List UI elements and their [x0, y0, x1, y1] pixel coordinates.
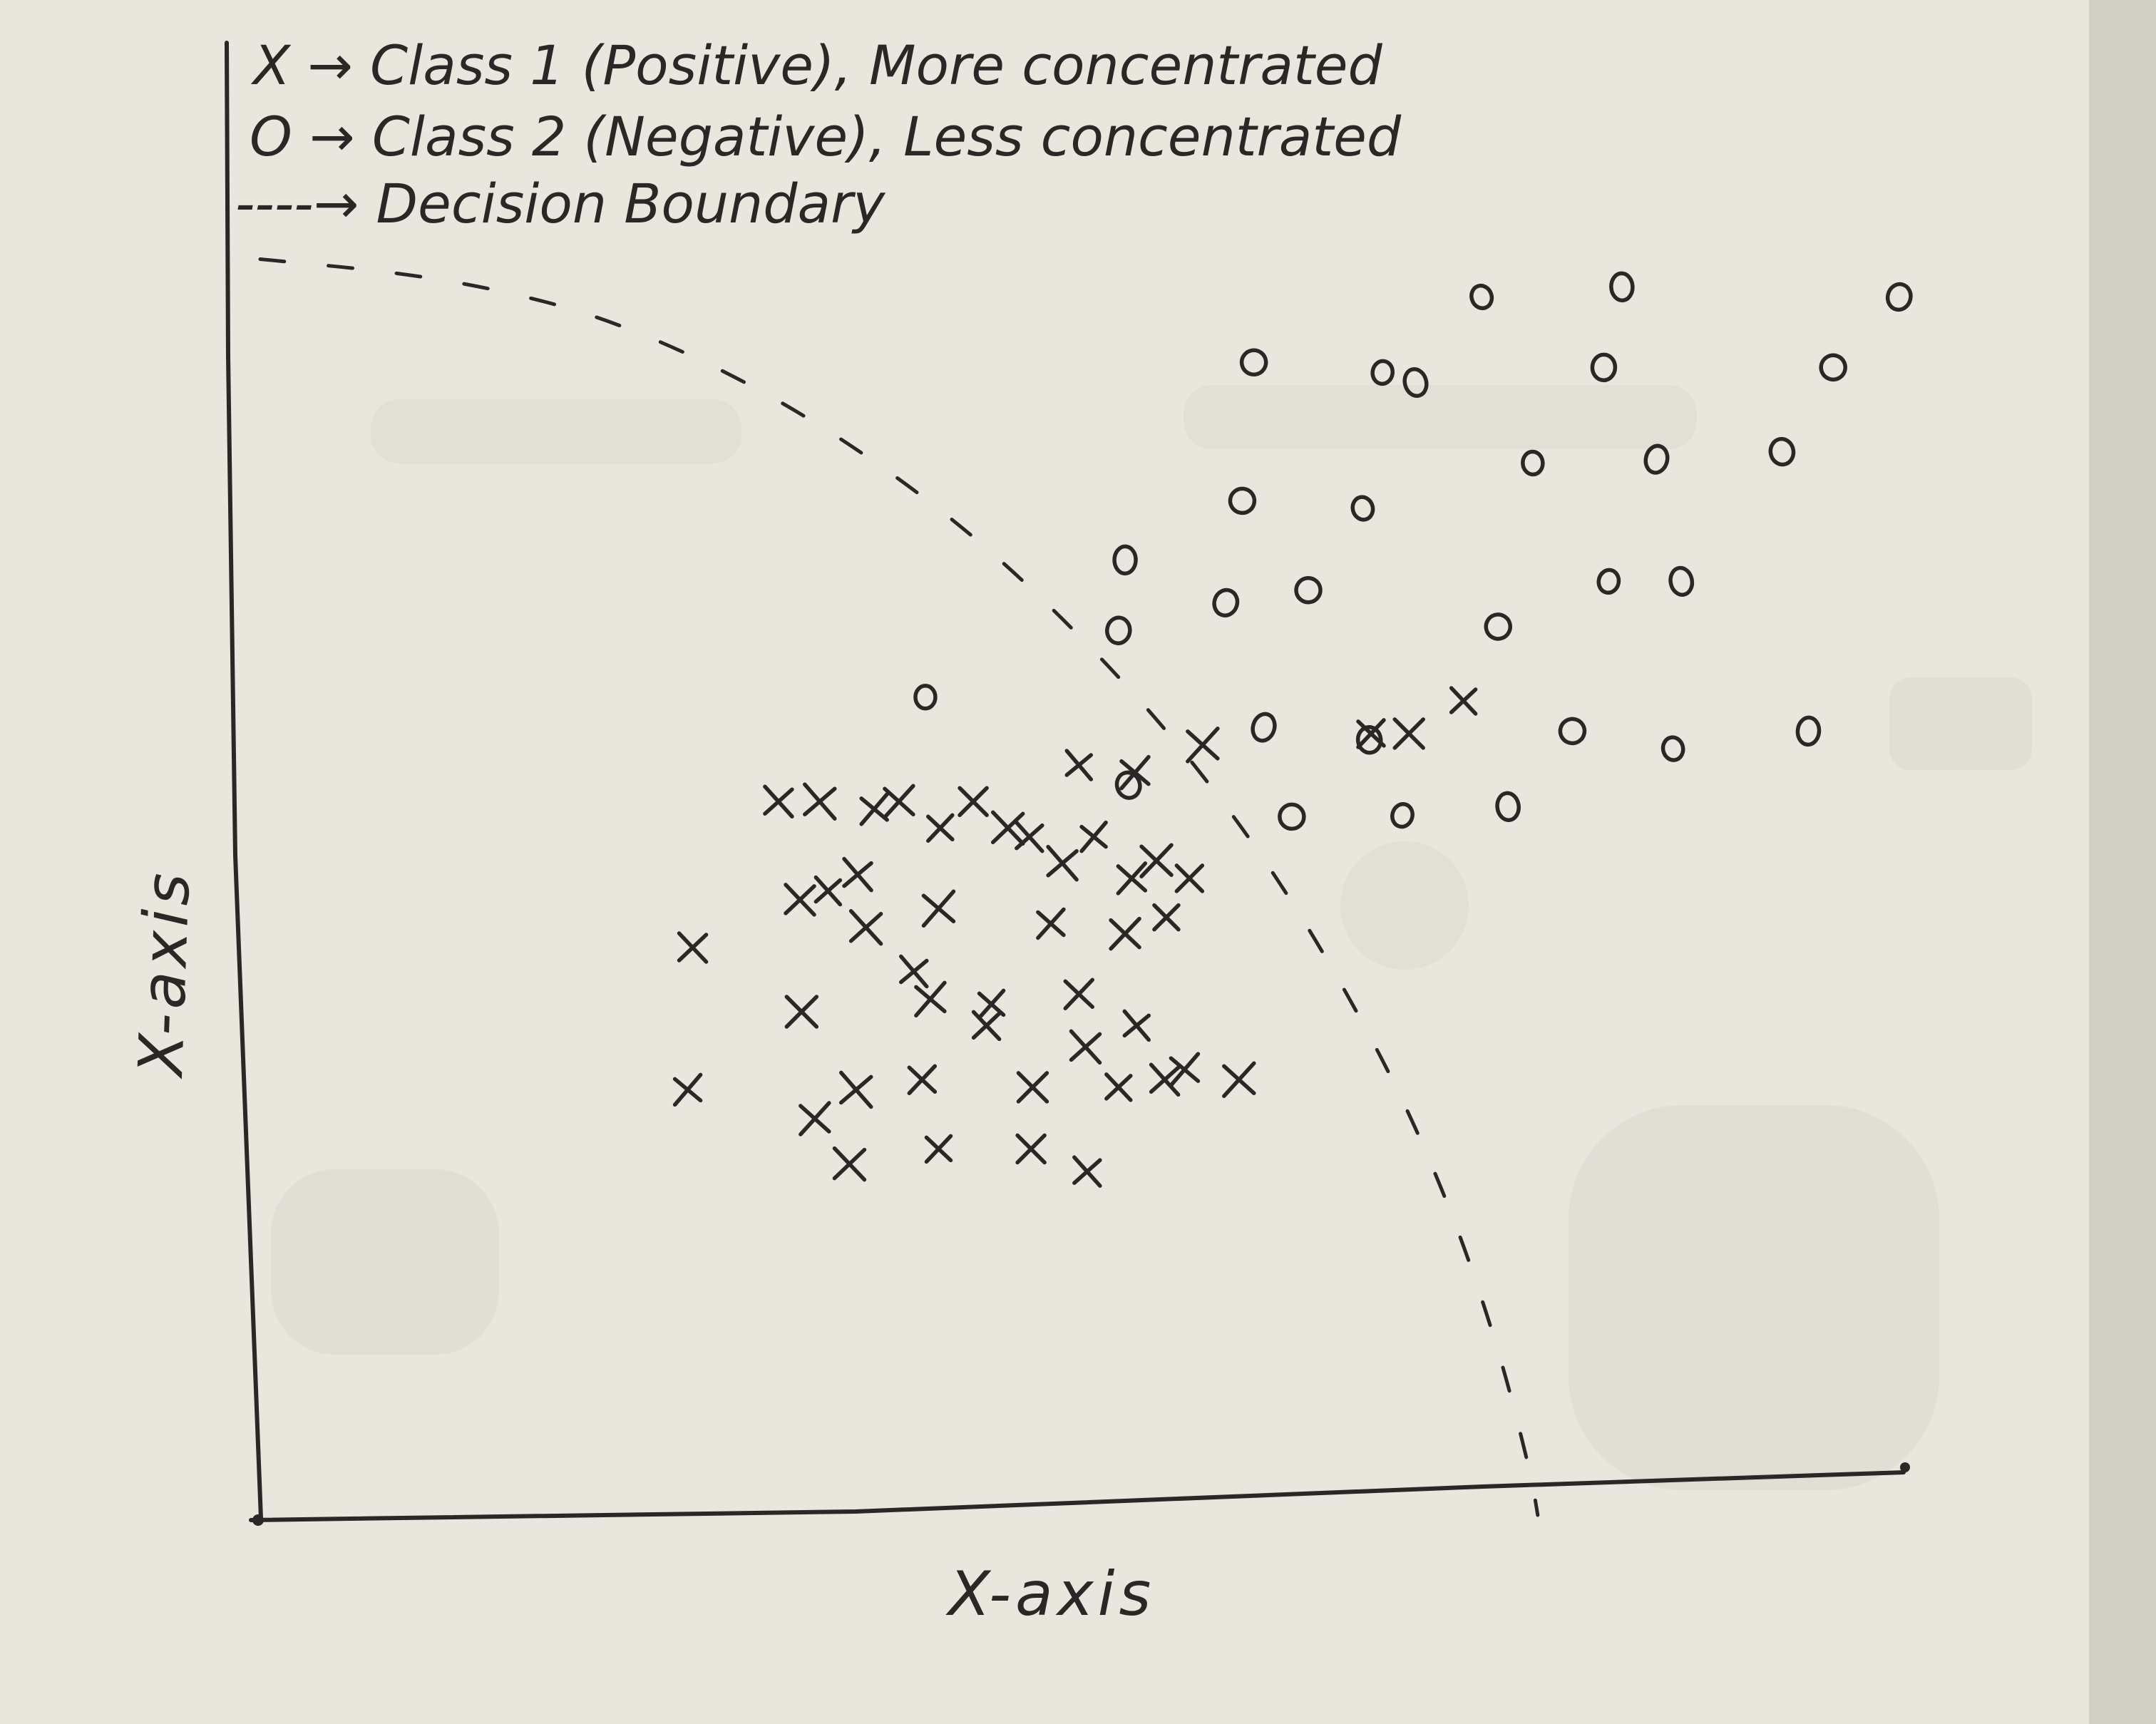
- x-mark: [1015, 820, 1044, 853]
- axes: [225, 41, 1910, 1526]
- o-mark: [1105, 615, 1132, 645]
- x-mark: [803, 782, 837, 821]
- x-mark: [799, 1101, 831, 1136]
- x-mark: [1122, 1009, 1151, 1042]
- o-mark: [1596, 568, 1621, 595]
- x-mark: [1069, 1029, 1102, 1065]
- x-mark: [1139, 843, 1174, 878]
- x-mark: [990, 810, 1025, 846]
- x-mark: [859, 792, 889, 826]
- o-mark: [913, 684, 938, 711]
- o-mark: [1114, 770, 1142, 800]
- o-mark: [1660, 735, 1685, 762]
- x-mark: [898, 954, 929, 989]
- legend-line-2: O → Class 2 (Negative), Less concentrate…: [250, 105, 1402, 168]
- paper-shadows: [271, 385, 2032, 1490]
- x-axis-line: [249, 1470, 1906, 1522]
- x-mark: [763, 784, 794, 819]
- x-mark: [1119, 754, 1151, 791]
- o-mark: [1228, 486, 1257, 515]
- legend-line-3: ----→ Decision Boundary: [235, 172, 885, 235]
- o-mark: [1370, 359, 1395, 386]
- y-axis-label: X-axis: [125, 868, 204, 1080]
- x-axis-end-dot: [1900, 1462, 1910, 1472]
- o-mark: [1239, 348, 1268, 377]
- o-mark: [1768, 436, 1796, 467]
- x-mark: [907, 1064, 938, 1096]
- x-mark: [1109, 916, 1141, 951]
- x-mark: [1015, 1133, 1047, 1165]
- o-mark: [1469, 283, 1494, 311]
- o-mark: [1402, 366, 1429, 399]
- x-mark: [832, 1146, 867, 1182]
- x-mark: [1152, 903, 1181, 932]
- data-marks: [672, 271, 1913, 1188]
- x-mark: [1149, 1062, 1181, 1097]
- x-mark: [1116, 861, 1148, 896]
- o-mark: [1609, 271, 1635, 303]
- decision-boundary: [258, 257, 1540, 1517]
- x-mark: [1174, 863, 1205, 893]
- x-mark: [926, 813, 955, 843]
- x-mark: [838, 1070, 873, 1109]
- x-mark: [1186, 727, 1220, 764]
- x-mark: [813, 875, 843, 907]
- o-mark: [1643, 443, 1670, 475]
- x-mark: [848, 908, 883, 946]
- o-mark: [1558, 717, 1587, 746]
- o-mark: [1390, 802, 1415, 829]
- o-mark: [1590, 352, 1618, 383]
- o-mark: [1251, 712, 1277, 743]
- o-mark: [1521, 449, 1545, 477]
- x-mark: [1222, 1061, 1256, 1099]
- x-mark: [958, 786, 989, 817]
- x-mark: [1449, 686, 1478, 716]
- o-mark: [1212, 588, 1240, 617]
- x-mark: [921, 889, 956, 928]
- o-mark: [1294, 575, 1323, 605]
- x-mark: [977, 988, 1006, 1020]
- o-mark: [1885, 282, 1913, 312]
- legend: X → Class 1 (Positive), More concentrate…: [235, 34, 1402, 235]
- x-mark: [914, 980, 947, 1018]
- x-axis-label: X-axis: [945, 1559, 1155, 1630]
- x-mark: [1104, 1072, 1133, 1102]
- o-mark: [1795, 715, 1822, 747]
- x-mark: [971, 1010, 1002, 1042]
- decision-boundary-curve: [258, 257, 1540, 1517]
- o-mark: [1819, 353, 1847, 382]
- o-mark: [1278, 802, 1306, 831]
- x-mark: [1063, 978, 1094, 1011]
- x-mark: [842, 856, 873, 893]
- o-mark: [1495, 791, 1521, 823]
- o-mark: [1112, 544, 1138, 576]
- x-mark: [1169, 1052, 1201, 1087]
- x-mark: [784, 995, 819, 1029]
- x-mark: [1016, 1071, 1049, 1104]
- x-mark: [1064, 749, 1093, 781]
- origin-dot: [252, 1514, 264, 1526]
- o-mark: [1484, 612, 1512, 641]
- desk-edge: [2089, 0, 2156, 1724]
- legend-line-1: X → Class 1 (Positive), More concentrate…: [250, 34, 1383, 97]
- x-mark: [1036, 907, 1066, 940]
- x-mark: [1072, 1155, 1102, 1188]
- x-mark: [677, 931, 709, 964]
- x-mark: [883, 784, 915, 819]
- o-mark: [1350, 495, 1375, 522]
- series-class-1: [672, 686, 1478, 1188]
- x-mark: [1392, 717, 1425, 750]
- x-mark: [672, 1072, 703, 1107]
- x-mark: [1079, 820, 1108, 853]
- y-axis-line: [225, 41, 263, 1521]
- series-class-2: [913, 271, 1913, 831]
- o-mark: [1668, 565, 1695, 597]
- x-mark: [784, 883, 816, 917]
- x-mark: [924, 1134, 953, 1164]
- o-mark: [1355, 725, 1383, 755]
- x-mark: [1046, 844, 1079, 882]
